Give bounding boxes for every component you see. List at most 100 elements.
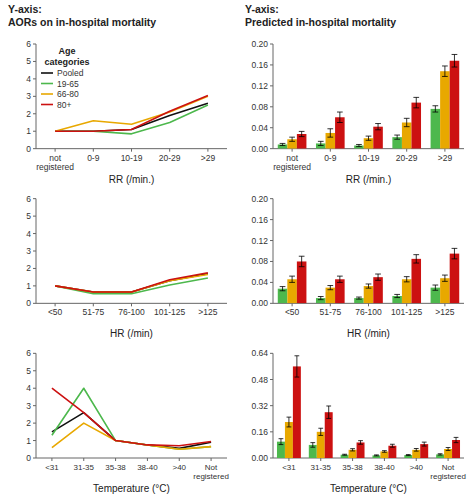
y-tick-label: 0.00 (251, 453, 268, 463)
x-tick-label: 0-9 (87, 153, 100, 163)
error-bar (356, 297, 362, 299)
bar (450, 254, 460, 304)
error-bar (294, 356, 299, 377)
error-bar (432, 106, 438, 112)
y-tick-label: 0.20 (251, 39, 268, 49)
x-tick-label: >40 (172, 463, 186, 472)
bar (297, 261, 307, 303)
legend-swatch (41, 83, 53, 85)
error-bar (318, 141, 324, 145)
error-bar (375, 124, 381, 130)
y-tick-label: 0.64 (251, 348, 268, 358)
legend-swatch (41, 104, 53, 106)
error-bar (326, 406, 331, 418)
y-tick-label: 0.00 (251, 144, 268, 154)
y-tick-label: 3 (26, 401, 31, 411)
error-bar (337, 112, 343, 122)
legend-label: 19-65 (57, 79, 79, 89)
error-bar (289, 276, 295, 282)
x-tick-label: >125 (198, 307, 217, 317)
x-tick-label: 38-40 (374, 463, 395, 472)
y-axis (273, 199, 274, 304)
plot-area (278, 54, 459, 148)
legend-label: 66-80 (57, 89, 79, 99)
error-bar (404, 277, 410, 282)
error-bar (454, 437, 459, 442)
x-tick-label: <31 (45, 463, 59, 472)
line (55, 95, 208, 131)
x-tick-label: 10-19 (358, 153, 380, 163)
y-tick-label: 4 (26, 74, 31, 84)
x-tick-label: 20-29 (396, 153, 418, 163)
legend-swatch (41, 93, 53, 95)
bar (380, 451, 388, 458)
y-tick-label: 5 (26, 366, 31, 376)
error-bar (452, 248, 458, 258)
y-tick-label: 0.16 (251, 215, 268, 225)
x-axis-label: HR (/min) (110, 328, 153, 339)
x-axis (273, 458, 464, 459)
x-tick-label: 35-38 (342, 463, 363, 472)
y-tick-label: 0.08 (251, 256, 268, 266)
error-bar (327, 129, 333, 137)
line (55, 103, 208, 131)
error-bar (413, 255, 419, 263)
x-tick-label: 38-40 (137, 463, 158, 472)
x-tick-label: 76-100 (118, 307, 145, 317)
bar (293, 366, 301, 458)
y-tick-label: 5 (26, 56, 31, 66)
x-tick-label: 0-9 (324, 153, 337, 163)
bar (431, 109, 441, 149)
error-bar (327, 286, 333, 290)
error-bar (289, 137, 295, 141)
error-bar (414, 449, 419, 452)
x-tick-label: >29 (201, 153, 216, 163)
x-tick-label: 101-125 (391, 307, 422, 317)
x-tick-label: Notregistered (193, 463, 229, 481)
plot-area (55, 273, 208, 294)
x-axis-label: RR (/min.) (346, 174, 392, 185)
bar (440, 71, 450, 148)
error-bar (279, 439, 284, 445)
error-bar (394, 294, 400, 297)
y-tick-label: 0.12 (251, 81, 268, 91)
y-tick-label: 1 (26, 281, 31, 291)
x-tick-label: 20-29 (159, 153, 181, 163)
bar (436, 454, 444, 458)
plot-area (277, 356, 460, 458)
error-bar (356, 144, 362, 146)
panel: Y-axis:Predicted in-hospital mortality0.… (245, 3, 464, 185)
error-bar (422, 442, 427, 446)
error-bar (446, 448, 451, 451)
x-tick-label: 101-125 (154, 307, 185, 317)
x-axis-label: Temperature (°C) (330, 483, 407, 494)
error-bar (442, 66, 448, 76)
legend: AgecategoriesPooled19-6566-8080+ (41, 46, 90, 110)
error-bar (390, 444, 395, 447)
bar (372, 455, 380, 458)
error-bar (342, 454, 347, 456)
error-bar (382, 451, 387, 453)
panel: 0123456<3131-3535-3838-40>40Notregistere… (26, 348, 229, 494)
y-tick-label: 0.16 (251, 427, 268, 437)
error-bar (413, 97, 419, 107)
y-tick-label: 0.32 (251, 401, 268, 411)
y-tick-label: 1 (26, 436, 31, 446)
y-tick-label: 3 (26, 246, 31, 256)
error-bar (366, 284, 372, 288)
error-bar (442, 275, 448, 281)
x-tick-label: 10-19 (121, 153, 143, 163)
y-tick-label: 6 (26, 39, 31, 49)
x-tick-label: 51-75 (82, 307, 104, 317)
plot-area (278, 248, 459, 303)
x-tick-label: 31-35 (74, 463, 95, 472)
y-tick-label: 0.16 (251, 60, 268, 70)
y-tick-label: 0 (26, 144, 31, 154)
x-tick-label: 31-35 (311, 463, 332, 472)
bar (402, 279, 412, 303)
bar (335, 279, 345, 303)
x-axis (36, 148, 227, 149)
bar (285, 422, 293, 458)
error-bar (318, 297, 324, 300)
panel: Y-axis:AORs on in-hospital mortality0123… (8, 3, 227, 185)
